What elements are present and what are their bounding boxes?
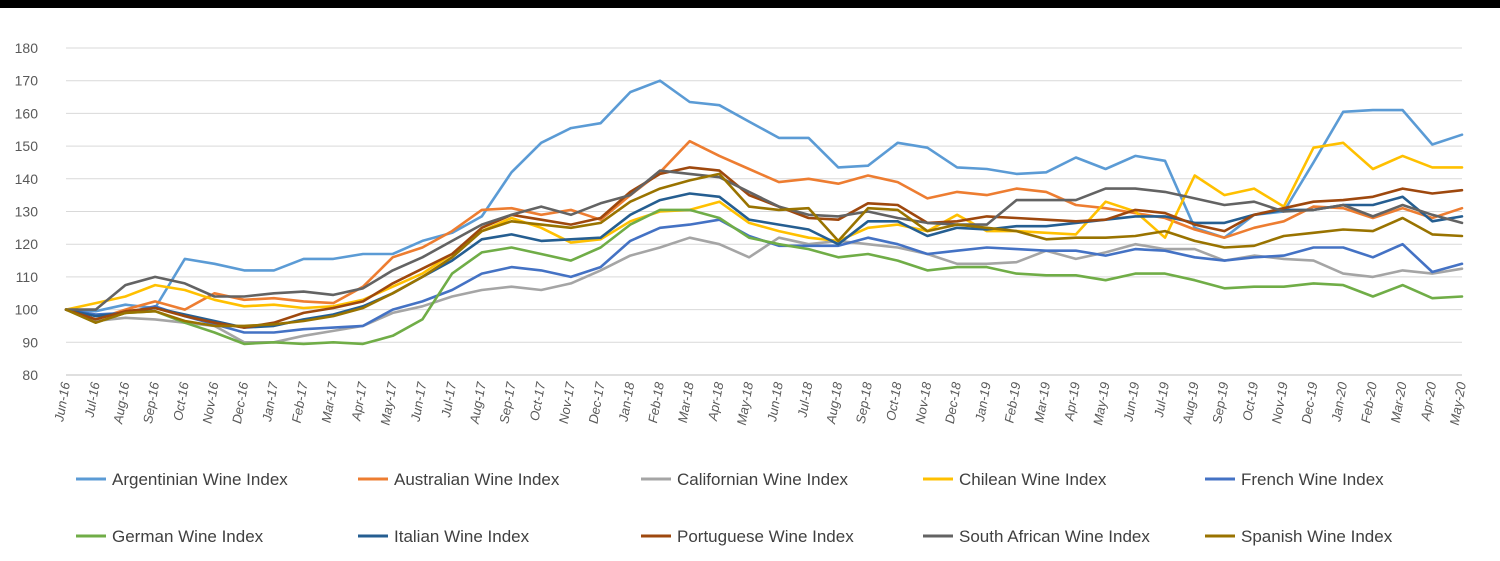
x-tick-label: Mar-20 (1388, 380, 1410, 424)
x-tick-label: Apr-18 (705, 380, 727, 423)
y-tick-label: 120 (15, 236, 39, 252)
x-tick-label: Jun-17 (408, 380, 430, 423)
series-line-0 (64, 79, 1464, 313)
legend-label: Spanish Wine Index (1241, 527, 1393, 546)
x-tick-label: Feb-17 (289, 380, 311, 424)
x-tick-label: Sep-18 (853, 380, 875, 425)
x-tick-label: May-17 (377, 380, 399, 426)
legend-label: South African Wine Index (959, 527, 1150, 546)
legend-item: Spanish Wine Index (1205, 527, 1393, 546)
legend-label: Argentinian Wine Index (112, 470, 288, 489)
x-tick-label: Apr-19 (1061, 381, 1083, 423)
y-tick-label: 160 (15, 105, 39, 121)
x-tick-label: Dec-16 (229, 380, 251, 425)
y-tick-label: 150 (15, 138, 39, 154)
series-line-7 (64, 166, 1464, 329)
x-tick-label: Dec-17 (586, 380, 608, 425)
x-tick-label: Jan-18 (615, 380, 637, 423)
legend-item: French Wine Index (1205, 470, 1384, 489)
x-axis-ticks: Jun-16 Jul-16 Aug-16 Sep-16 Oct-16 Nov-16 Dec-… (51, 380, 1469, 426)
x-tick-label: Jun-18 (764, 380, 786, 423)
x-tick-label: Sep-16 (140, 380, 162, 425)
x-tick-label: Jun-16 (51, 380, 73, 423)
series-line-8 (64, 169, 1464, 311)
x-tick-label: Jan-17 (259, 380, 281, 423)
gridlines (66, 47, 1462, 376)
x-tick-label: Feb-18 (645, 380, 667, 424)
x-tick-label: Aug-17 (467, 380, 489, 426)
x-tick-label: Nov-16 (199, 380, 221, 425)
x-tick-label: Jul-16 (82, 380, 103, 419)
y-axis-ticks: 80 90 100 110 120 130 140 150 160 170 180 (15, 40, 39, 383)
y-tick-label: 100 (15, 302, 39, 318)
legend-label: Chilean Wine Index (959, 470, 1107, 489)
legend-item: Portuguese Wine Index (641, 527, 854, 546)
legend-label: Portuguese Wine Index (677, 527, 854, 546)
legend: Argentinian Wine Index Australian Wine In… (76, 470, 1393, 546)
legend-label: Italian Wine Index (394, 527, 530, 546)
y-tick-label: 170 (15, 73, 39, 89)
x-tick-label: Mar-18 (675, 380, 697, 424)
y-tick-label: 90 (22, 334, 38, 350)
x-tick-label: Mar-19 (1031, 381, 1053, 424)
x-tick-label: Feb-19 (1001, 381, 1023, 424)
y-tick-label: 80 (22, 367, 38, 383)
legend-item: Australian Wine Index (358, 470, 560, 489)
legend-label: Californian Wine Index (677, 470, 849, 489)
legend-label: Australian Wine Index (394, 470, 560, 489)
x-tick-label: Sep-17 (496, 380, 518, 425)
y-tick-label: 180 (15, 40, 39, 56)
x-tick-label: Dec-19 (1298, 381, 1320, 425)
x-tick-label: Jan-20 (1328, 380, 1350, 423)
x-tick-label: Dec-18 (942, 380, 964, 425)
x-tick-label: Apr-20 (1418, 380, 1440, 423)
legend-label: French Wine Index (1241, 470, 1384, 489)
series-line-1 (64, 139, 1464, 321)
legend-item: Chilean Wine Index (923, 470, 1107, 489)
x-tick-label: Jan-19 (972, 381, 994, 424)
x-tick-label: Jul-18 (794, 380, 815, 419)
x-tick-label: Oct-17 (527, 380, 549, 422)
x-tick-label: Feb-20 (1358, 380, 1380, 424)
x-tick-label: May-19 (1090, 381, 1112, 426)
y-tick-label: 130 (15, 204, 39, 220)
top-border-bar (0, 0, 1500, 8)
series-line-5 (64, 208, 1464, 346)
x-tick-label: Oct-16 (170, 380, 192, 422)
x-tick-label: Aug-16 (110, 380, 132, 426)
x-tick-label: Jul-19 (1151, 381, 1172, 419)
x-tick-label: Aug-18 (823, 380, 845, 426)
legend-item: Argentinian Wine Index (76, 470, 288, 489)
legend-item: Californian Wine Index (641, 470, 849, 489)
x-tick-label: Aug-19 (1179, 381, 1201, 426)
legend-item: German Wine Index (76, 527, 264, 546)
x-tick-label: Oct-19 (1239, 381, 1261, 422)
x-tick-label: Apr-17 (348, 380, 370, 423)
legend-item: Italian Wine Index (358, 527, 530, 546)
series-line-6 (64, 192, 1464, 329)
x-tick-label: Sep-19 (1209, 381, 1231, 425)
x-tick-label: Jul-17 (438, 380, 459, 419)
x-tick-label: Mar-17 (318, 380, 340, 424)
y-tick-label: 110 (16, 269, 39, 285)
x-tick-label: May-18 (734, 380, 756, 426)
x-tick-label: Nov-17 (556, 380, 578, 425)
series-line-4 (64, 218, 1464, 334)
y-tick-label: 140 (15, 171, 39, 187)
x-tick-label: Oct-18 (883, 380, 905, 422)
legend-label: German Wine Index (112, 527, 264, 546)
x-tick-label: Jun-19 (1120, 381, 1142, 424)
series-lines (64, 79, 1464, 346)
series-line-9 (64, 172, 1464, 328)
legend-item: South African Wine Index (923, 527, 1150, 546)
x-tick-label: Nov-19 (1269, 381, 1291, 425)
series-line-3 (64, 141, 1464, 311)
x-tick-label: May-20 (1447, 380, 1469, 426)
x-tick-label: Nov-18 (912, 380, 934, 425)
